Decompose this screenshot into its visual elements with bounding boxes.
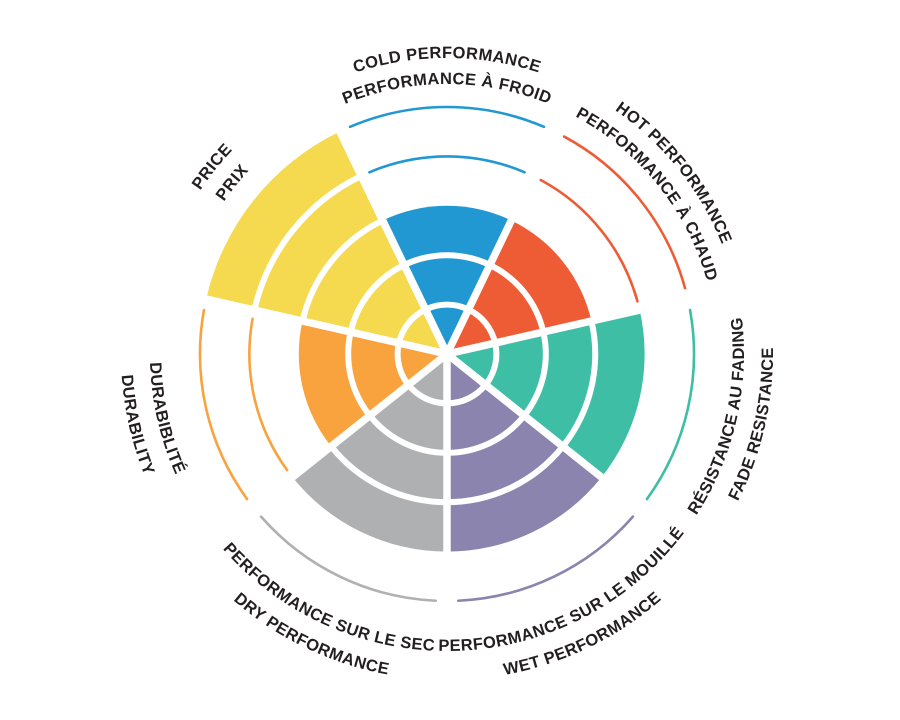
sector-divider	[444, 351, 650, 517]
price-ring-separator	[299, 217, 385, 322]
cold-performance-label-fr: PERFORMANCE À FROID	[340, 70, 554, 108]
dry-performance-ring-separator	[367, 413, 448, 456]
durability-scale-arc	[248, 317, 289, 472]
sector-divider	[443, 121, 562, 356]
price-wedge	[206, 131, 447, 354]
hot-performance-scale-arc	[539, 178, 639, 303]
fade-resistance-ring-separator	[521, 331, 549, 418]
fade-resistance-scale-arc	[645, 308, 696, 501]
hot-performance-scale-arc	[562, 135, 687, 290]
sector-divider	[332, 121, 451, 356]
hot-performance-label-en: HOT PERFORMANCE	[612, 99, 735, 247]
unfilled-ring-arcs	[198, 105, 696, 603]
sector-wedges	[206, 131, 645, 552]
wet-performance-ring-separator	[446, 444, 566, 506]
dry-performance-scale-arc	[259, 515, 438, 603]
sector-dividers	[196, 121, 698, 611]
sector-divider	[244, 351, 450, 517]
price-ring-separator	[251, 173, 363, 311]
durability-scale-arc	[198, 308, 249, 501]
fade-resistance-ring-separator	[560, 320, 599, 449]
cold-performance-scale-arc	[348, 105, 546, 129]
cold-performance-wedge	[382, 205, 512, 354]
hot-performance-ring-separator	[488, 262, 547, 333]
durability-wedge	[298, 321, 447, 447]
dry-performance-wedge	[292, 354, 448, 552]
durability-ring-separator	[345, 331, 373, 418]
sector-divider	[196, 293, 448, 358]
wet-performance-wedge	[446, 354, 602, 552]
sector-divider	[446, 293, 698, 358]
wet-performance-ring-separator	[446, 413, 527, 456]
price-ring-separator	[347, 262, 406, 333]
dry-performance-ring-separator	[328, 444, 448, 506]
cold-performance-scale-arc	[368, 155, 526, 174]
cold-performance-ring-separator	[402, 252, 492, 268]
wet-performance-scale-arc	[456, 515, 635, 603]
